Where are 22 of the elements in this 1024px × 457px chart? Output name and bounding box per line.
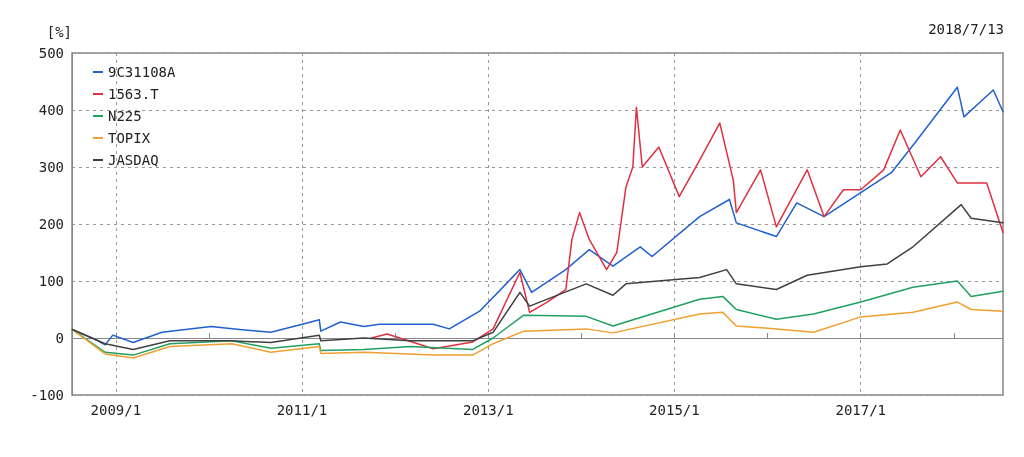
y-tick-label: 100 — [38, 273, 64, 289]
line-series — [71, 203, 1004, 351]
y-tick-label: -100 — [30, 387, 64, 403]
legend-label: JASDAQ — [108, 152, 159, 168]
y-axis-title: [%] — [46, 24, 72, 40]
line-series — [71, 301, 1004, 359]
line-series — [370, 106, 1004, 350]
x-tick-label: 2009/1 — [90, 402, 142, 418]
y-tick-label: 300 — [38, 159, 64, 175]
y-tick-label: 200 — [38, 216, 64, 232]
x-tick-label: 2013/1 — [463, 402, 514, 418]
x-tick-label: 2011/1 — [276, 402, 328, 418]
legend-label: 9C31108A — [108, 64, 176, 80]
legend-label: TOPIX — [108, 130, 151, 146]
x-tick-label: 2015/1 — [649, 402, 700, 418]
legend-label: N225 — [108, 108, 142, 124]
text: 2018/7/13 — [928, 21, 1004, 37]
y-tick-label: 500 — [38, 45, 64, 61]
y-tick-label: 400 — [38, 102, 64, 118]
x-tick-label: 2017/1 — [835, 402, 887, 418]
legend-label: 1563.T — [108, 86, 160, 102]
y-tick-label: 0 — [55, 330, 64, 346]
